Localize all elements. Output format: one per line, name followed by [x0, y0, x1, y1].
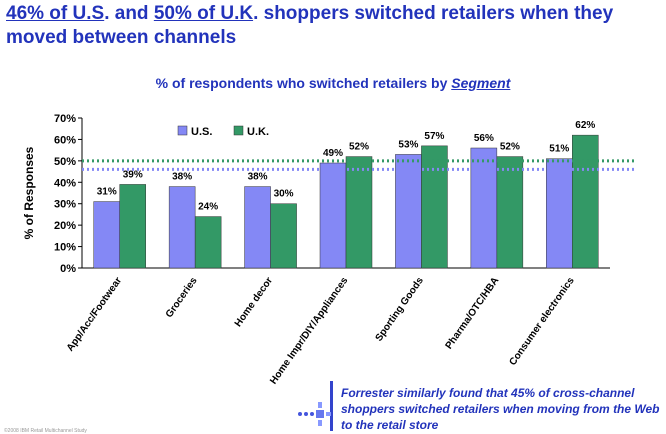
callout-accent-bar	[330, 381, 333, 431]
bar-uk	[421, 145, 448, 269]
x-category-label: Sporting Goods	[374, 275, 427, 344]
bar-us	[395, 154, 422, 269]
bar-uk	[572, 134, 599, 269]
data-label: 51%	[549, 144, 569, 155]
footer-copyright: ©2008 IBM Retail Multichannel Study	[4, 428, 87, 434]
data-label: 62%	[575, 120, 595, 131]
subtitle-segment: Segment	[451, 75, 511, 91]
x-category-label: Home decor	[233, 275, 275, 329]
data-label: 38%	[172, 172, 192, 183]
data-label: 30%	[274, 189, 294, 200]
y-tick-label: 70%	[54, 113, 76, 125]
y-tick-label: 40%	[54, 177, 76, 189]
headline-uk-stat: 50% of U.K	[153, 3, 254, 24]
y-tick-label: 20%	[54, 220, 76, 232]
y-tick-label: 10%	[54, 242, 76, 254]
y-tick-label: 30%	[54, 199, 76, 211]
data-label: 52%	[500, 142, 520, 153]
headline-us-stat: 46% of U.S	[6, 3, 105, 24]
legend-swatch-uk	[233, 125, 244, 136]
subtitle-prefix: % of respondents who switched retailers …	[155, 75, 452, 91]
x-category-label: Home Impr/DIY/Appliances	[268, 275, 351, 386]
bar-us	[168, 186, 196, 269]
data-label: 24%	[198, 202, 218, 213]
bar-uk	[194, 216, 222, 269]
data-label: 53%	[398, 139, 418, 150]
y-axis-label: % of Responses	[22, 146, 36, 239]
bar-uk	[270, 203, 297, 269]
data-label: 57%	[424, 131, 444, 142]
bar-uk	[345, 156, 373, 269]
headline-dot: .	[104, 3, 110, 24]
x-category-label: App/Acc/Footwear	[65, 275, 124, 353]
bar-us	[244, 186, 271, 269]
legend-swatch-us	[177, 125, 188, 136]
bar-uk	[119, 184, 146, 269]
data-label: 38%	[248, 172, 268, 183]
y-tick-label: 60%	[54, 134, 76, 146]
bar-us	[546, 158, 573, 269]
data-label: 52%	[349, 142, 369, 153]
bar-us	[470, 147, 498, 269]
x-category-label: Pharma/OTC/HBA	[444, 275, 502, 351]
blue-dots-cross-icon	[298, 402, 331, 426]
data-label: 31%	[97, 187, 117, 198]
chart-subtitle: % of respondents who switched retailers …	[0, 75, 666, 91]
legend-label-us: U.S.	[191, 126, 212, 138]
bar-us	[319, 162, 347, 269]
bar-uk	[496, 156, 524, 269]
headline: 46% of U.S. and 50% of U.K. shoppers swi…	[6, 2, 661, 50]
data-label: 39%	[123, 169, 143, 180]
headline-rest: . shoppers switched retailers when they …	[6, 3, 614, 48]
y-tick-label: 0%	[60, 263, 76, 275]
y-tick-label: 50%	[54, 156, 76, 168]
data-label: 49%	[323, 148, 343, 159]
x-category-label: Consumer electronics	[507, 275, 577, 368]
callout-text: Forrester similarly found that 45% of cr…	[341, 386, 660, 432]
data-label: 56%	[474, 133, 494, 144]
x-category-label: Groceries	[164, 275, 200, 320]
headline-and: and	[109, 3, 154, 24]
legend-label-uk: U.K.	[247, 126, 269, 138]
bar-us	[93, 201, 120, 269]
